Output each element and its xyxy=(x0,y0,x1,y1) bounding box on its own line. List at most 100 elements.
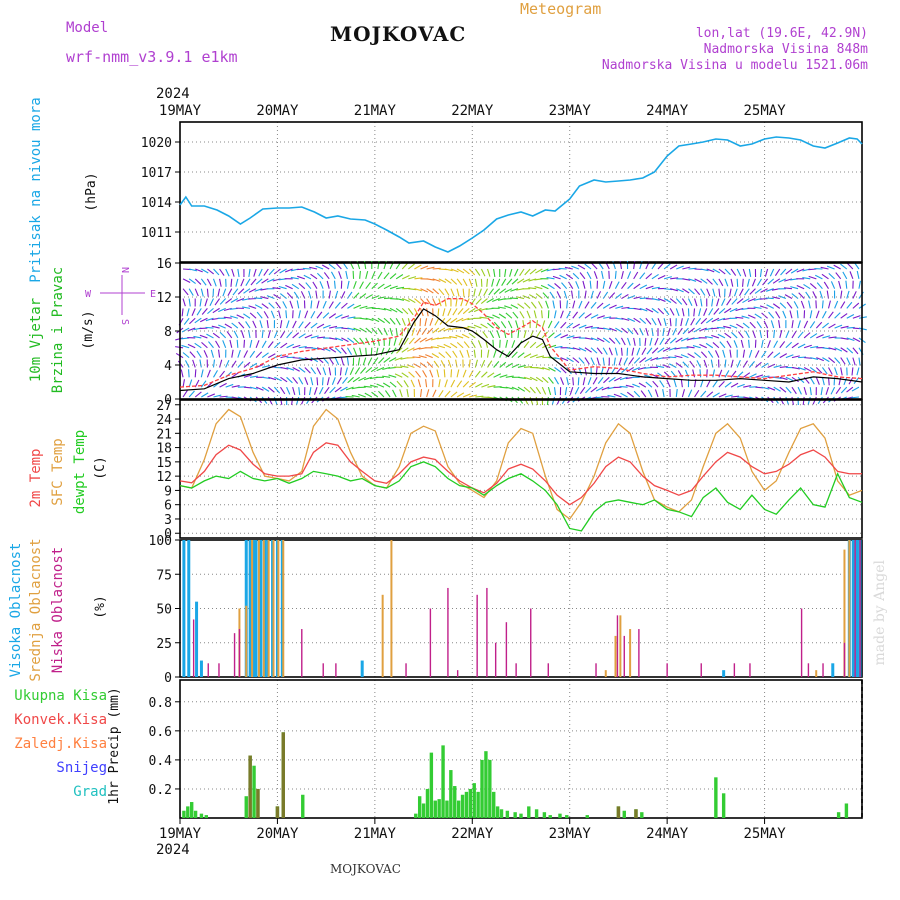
wind-barb xyxy=(735,316,744,319)
wind-barb xyxy=(455,359,458,368)
wind-barb xyxy=(627,337,631,346)
wind-barb xyxy=(231,349,234,358)
wind-barb xyxy=(718,278,724,287)
wind-barb xyxy=(522,320,525,329)
wind-barb xyxy=(365,347,367,356)
wind-barb xyxy=(670,277,679,280)
temp-sfc-label: SFC Temp xyxy=(50,438,66,505)
wind-barb xyxy=(816,334,824,339)
wind-barb xyxy=(285,268,293,273)
wind-barb xyxy=(334,386,342,393)
wind-barb xyxy=(450,391,458,398)
wind-barb xyxy=(602,357,605,366)
wind-barb xyxy=(516,296,525,300)
wind-barb xyxy=(248,288,257,293)
cloud-high-bar xyxy=(187,540,191,677)
wind-barb xyxy=(852,302,860,309)
wind-barb xyxy=(322,312,330,319)
wind-barb xyxy=(700,298,703,307)
wind-barb xyxy=(619,385,628,388)
wind-barb xyxy=(462,307,470,315)
wind-barb xyxy=(668,347,677,351)
precip-total-bar xyxy=(414,813,418,818)
wind-barb xyxy=(687,353,695,359)
pressure-line xyxy=(179,136,863,253)
wind-barb xyxy=(586,271,592,280)
wind-barb xyxy=(213,370,218,378)
wind-barb xyxy=(388,357,397,362)
wind-barb xyxy=(779,341,786,349)
wind-barb xyxy=(474,359,478,368)
wind-barb xyxy=(535,268,543,274)
wind-barb xyxy=(470,340,476,349)
wind-barb xyxy=(830,281,836,289)
wind-barb xyxy=(579,386,586,394)
wind-barb xyxy=(602,303,611,309)
wind-barb xyxy=(736,298,744,304)
pressure-frame xyxy=(179,121,863,263)
wind-barb xyxy=(290,276,299,280)
wind-barb xyxy=(584,347,592,353)
wind-barb xyxy=(445,351,452,358)
wind-barb xyxy=(639,317,647,324)
wind-barb xyxy=(735,307,744,312)
wind-barb xyxy=(852,337,861,343)
wind-barb xyxy=(517,364,526,368)
wind-barb xyxy=(267,330,271,339)
wind-barb xyxy=(778,278,787,283)
wind-barb xyxy=(846,301,853,309)
wind-barb xyxy=(420,288,429,293)
wind-barb xyxy=(615,317,624,320)
wind-frame xyxy=(179,262,863,400)
wind-barb xyxy=(812,291,817,299)
wind-barb xyxy=(752,330,756,339)
wind-barb xyxy=(272,278,281,282)
wind-barb xyxy=(724,307,732,314)
pressure-unit: (hPa) xyxy=(84,172,99,211)
wind-barb xyxy=(339,367,342,376)
wind-barb xyxy=(336,377,342,385)
wind-barb xyxy=(540,284,549,290)
wind-barb xyxy=(698,308,702,317)
wind-barb xyxy=(205,326,214,329)
wind-barb xyxy=(530,301,537,309)
wind-barb xyxy=(669,318,672,327)
wind-barb xyxy=(189,317,196,325)
wind-barb xyxy=(849,271,854,280)
wind-barb xyxy=(359,317,368,320)
cloud-mid-bar xyxy=(245,605,248,677)
wind-barb xyxy=(456,268,465,274)
date-label-bottom: 25MAY xyxy=(743,826,786,842)
wind-barb xyxy=(802,277,811,280)
wind-barb xyxy=(286,386,291,395)
wind-barb xyxy=(200,278,207,286)
wind-barb xyxy=(393,337,397,346)
wind-barb xyxy=(334,347,342,354)
wind-barb xyxy=(699,343,707,349)
wind-barb xyxy=(218,324,226,329)
wind-barb xyxy=(641,347,647,356)
wind-barb xyxy=(183,317,190,325)
wind-barb xyxy=(651,307,659,314)
wind-barb xyxy=(226,331,233,339)
wind-barb xyxy=(768,311,775,319)
wind-barb xyxy=(210,349,215,358)
wind-barb xyxy=(243,361,251,368)
temperature-ytick-label: 21 xyxy=(156,427,172,442)
wind-barb xyxy=(846,357,851,366)
wind-barb xyxy=(560,321,567,329)
wind-barb xyxy=(389,381,397,388)
wind-barb xyxy=(417,379,422,388)
wind-barb xyxy=(563,290,568,299)
wind-barb xyxy=(712,369,716,378)
wind-barb xyxy=(663,298,672,303)
wind-barb xyxy=(808,275,817,280)
wind-barb xyxy=(733,340,738,348)
wind-barb xyxy=(505,386,514,390)
wind-barb xyxy=(182,379,186,388)
wind-barb xyxy=(554,333,562,339)
wind-barb xyxy=(194,369,197,378)
wind-barb xyxy=(560,357,569,362)
wind-barb xyxy=(432,278,441,282)
wind-barb xyxy=(310,335,319,339)
